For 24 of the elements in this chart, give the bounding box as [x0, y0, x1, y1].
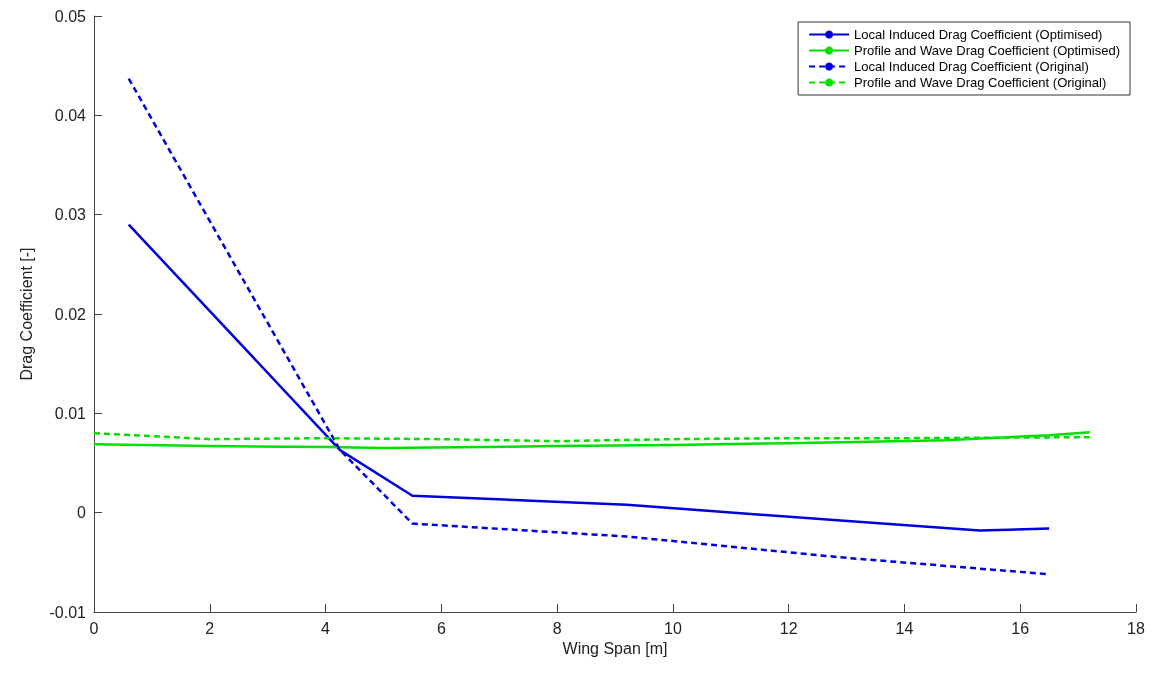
y-tick-label: -0.01 — [49, 603, 87, 621]
x-axis-title: Wing Span [m] — [562, 640, 668, 658]
y-tick-label: 0 — [77, 504, 87, 522]
x-tick-label: 4 — [321, 619, 331, 637]
legend-label: Profile and Wave Drag Coefficient (Optimised) — [854, 43, 1121, 58]
x-tick-label: 2 — [205, 619, 215, 637]
legend-label: Profile and Wave Drag Coefficient (Original) — [854, 75, 1107, 90]
x-tick-label: 14 — [895, 619, 914, 637]
y-tick-label: 0.05 — [54, 7, 87, 25]
x-tick-label: 12 — [779, 619, 798, 637]
x-tick-label: 6 — [436, 619, 446, 637]
y-tick-label: 0.04 — [54, 106, 87, 124]
x-tick-label: 16 — [1011, 619, 1030, 637]
y-tick-label: 0.01 — [54, 404, 87, 422]
y-tick-label: 0.02 — [54, 305, 87, 323]
x-tick-label: 8 — [552, 619, 562, 637]
x-tick-label: 0 — [89, 619, 99, 637]
x-tick-label: 18 — [1127, 619, 1145, 637]
legend-label: Local Induced Drag Coefficient (Original) — [854, 59, 1089, 74]
legend-label: Local Induced Drag Coefficient (Optimised) — [854, 27, 1103, 42]
y-tick-label: 0.03 — [54, 206, 87, 224]
x-tick-label: 10 — [663, 619, 682, 637]
line-series — [92, 430, 1091, 450]
y-axis-title: Drag Coefficient [-] — [17, 247, 35, 381]
